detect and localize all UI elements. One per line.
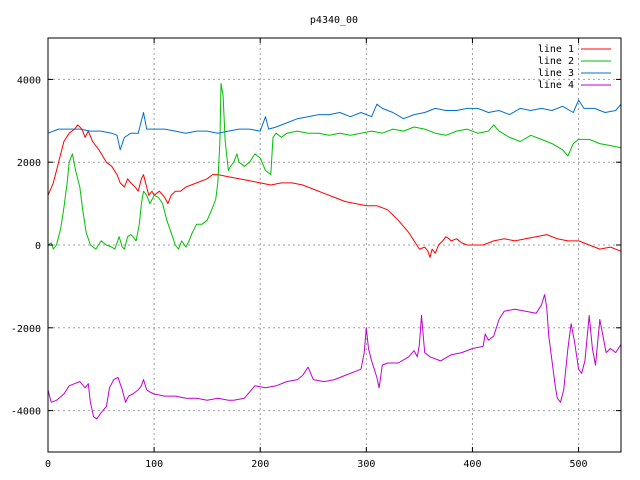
- y-tick-label: -4000: [11, 407, 41, 418]
- legend-label-4: line 4: [538, 80, 574, 91]
- x-tick-label: 100: [145, 459, 163, 470]
- y-tick-label: 2000: [17, 158, 41, 169]
- series-line-1: [47, 124, 622, 258]
- x-tick-label: 300: [357, 459, 375, 470]
- legend-label-3: line 3: [538, 68, 574, 79]
- chart-title: p4340_00: [310, 15, 358, 26]
- legend-label-2: line 2: [538, 56, 574, 67]
- x-tick-label: 400: [463, 459, 481, 470]
- y-tick-label: -2000: [11, 324, 41, 335]
- axes: 0 100 200 300 400 500 4000 2000 0 -2000 -4000: [11, 37, 622, 470]
- series-line-3: [47, 99, 622, 151]
- x-tick-label: 0: [45, 459, 51, 470]
- x-tick-label: 500: [570, 459, 588, 470]
- series-line-2: [47, 83, 622, 250]
- y-tick-label: 0: [35, 241, 41, 252]
- plot-series: [47, 83, 622, 420]
- x-tick-label: 200: [251, 459, 269, 470]
- y-tick-label: 4000: [17, 75, 41, 86]
- legend-label-1: line 1: [538, 44, 574, 55]
- grid-lines: [47, 38, 621, 452]
- series-line-4: [47, 294, 622, 420]
